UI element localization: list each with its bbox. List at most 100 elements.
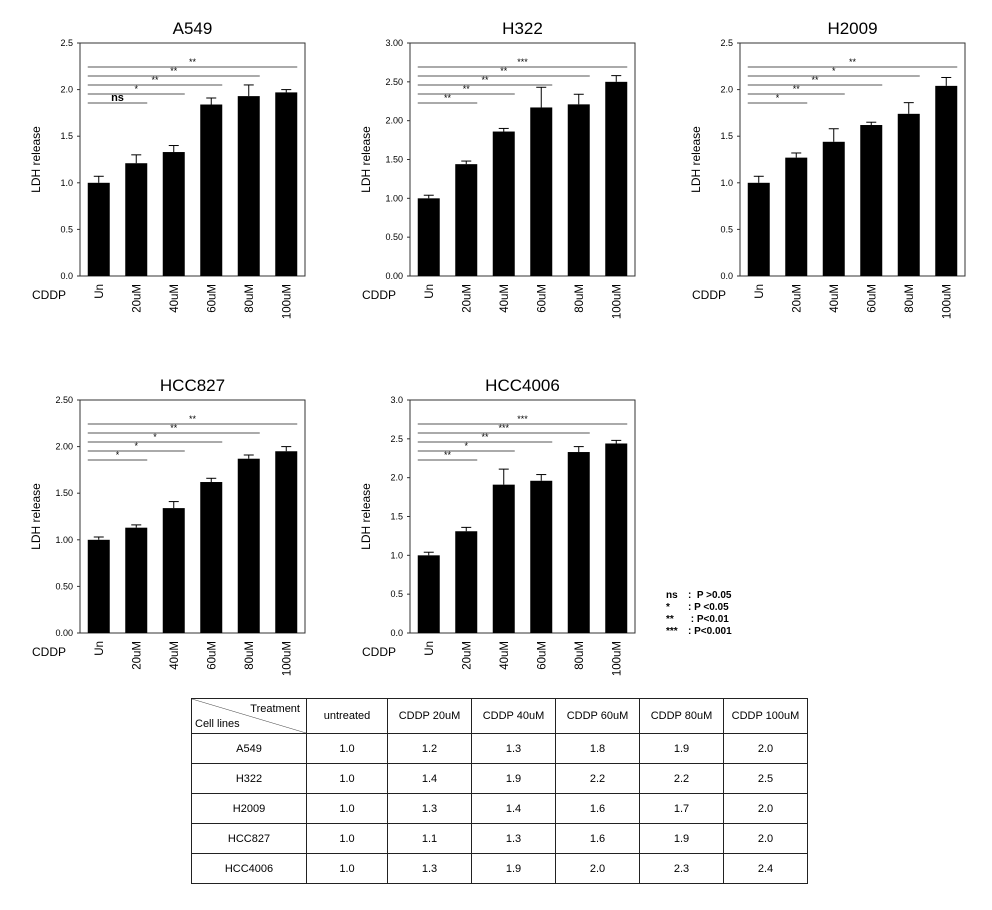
legend-text: : P >0.05 [688, 590, 732, 601]
x-category-label: 40uM [169, 641, 181, 670]
table-value-cell: 1.7 [639, 793, 724, 824]
significance-label: ** [444, 93, 452, 103]
table-value-cell: 2.0 [723, 793, 808, 824]
bar [747, 182, 770, 276]
bar [455, 164, 478, 276]
x-category-label: 40uM [499, 641, 511, 670]
chart-title: HCC827 [160, 376, 225, 395]
x-category-label: 20uM [791, 284, 803, 313]
table-header-row: Treatment Cell lines untreated CDDP 20uM… [191, 698, 808, 734]
x-category-label: 40uM [499, 284, 511, 313]
x-category-label: 20uM [131, 284, 143, 313]
chart-svg: HCC827 0.00 0.50 1.00 1.50 2.00 2.50 LDH releas… [29, 376, 306, 676]
table-value-cell: 1.9 [639, 823, 724, 854]
significance-label: ** [463, 84, 471, 94]
significance-label: ** [170, 423, 178, 433]
significance-label: ns [111, 92, 124, 104]
cell-line-name: H2009 [191, 793, 307, 824]
y-tick-label: 0.50 [55, 581, 73, 591]
y-tick-label: 1.50 [385, 155, 403, 165]
x-category-label: 80uM [574, 641, 586, 670]
bar [162, 152, 185, 276]
table-header-cell: CDDP 100uM [723, 698, 808, 734]
chart-title: H2009 [827, 19, 877, 38]
legend-text: : P<0.01 [688, 614, 729, 625]
y-tick-label: 2.00 [55, 442, 73, 452]
y-tick-label: 0.00 [385, 271, 403, 281]
legend-symbol: *** [666, 626, 678, 637]
bar [87, 539, 110, 633]
chart-h2009: H2009 0.0 0.5 1.0 1.5 2.0 2.5 LDH release Un 20uM… [660, 8, 980, 338]
y-tick-label: 1.0 [390, 550, 403, 560]
x-category-label: 100uM [611, 284, 623, 319]
x-category-label: 40uM [169, 284, 181, 313]
significance-label: ** [170, 66, 178, 76]
table-value-cell: 2.0 [723, 733, 808, 764]
legend-row: *: P <0.05 [666, 602, 732, 614]
table-value-cell: 1.9 [639, 733, 724, 764]
significance-label: ** [793, 84, 801, 94]
bar [125, 527, 148, 633]
legend-symbol: ** [666, 614, 674, 625]
legend-row: ns: P >0.05 [666, 590, 732, 602]
plot-frame [79, 42, 306, 277]
chart-title: A549 [173, 19, 213, 38]
y-tick-label: 1.00 [55, 535, 73, 545]
significance-label: * [776, 93, 780, 103]
table-value-cell: 1.6 [555, 793, 640, 824]
bar [567, 452, 590, 633]
significance-label: ** [849, 57, 857, 67]
chart-svg: H322 0.00 0.50 1.00 1.50 2.00 2.50 3.00 LDH rele… [359, 19, 636, 319]
y-tick-label: 2.0 [720, 85, 733, 95]
table-row: A549 1.0 1.2 1.3 1.8 1.9 2.0 [191, 733, 808, 764]
x-category-label: 80uM [904, 284, 916, 313]
y-tick-label: 0.0 [720, 271, 733, 281]
y-tick-label: 2.0 [390, 473, 403, 483]
bar [125, 163, 148, 276]
y-axis-label: LDH release [689, 126, 703, 193]
chart-title: HCC4006 [485, 376, 560, 395]
table-corner-cell: Treatment Cell lines [191, 698, 307, 734]
cddp-label: CDDP [32, 645, 66, 659]
summary-table: Treatment Cell lines untreated CDDP 20uM… [191, 698, 808, 884]
significance-label: *** [517, 57, 528, 67]
table-row: H2009 1.0 1.3 1.4 1.6 1.7 2.0 [191, 793, 808, 824]
y-tick-label: 2.5 [390, 434, 403, 444]
cell-line-name: HCC4006 [191, 853, 307, 884]
legend-symbol: * [666, 602, 670, 613]
cell-line-name: H322 [191, 763, 307, 794]
bar [162, 508, 185, 633]
y-tick-label: 1.5 [390, 512, 403, 522]
table-value-cell: 2.4 [723, 853, 808, 884]
table-header-cell: CDDP 20uM [387, 698, 472, 734]
x-category-label: 100uM [281, 284, 293, 319]
significance-label: *** [498, 423, 509, 433]
plot-frame [739, 42, 966, 277]
table-value-cell: 1.3 [471, 733, 556, 764]
y-tick-label: 1.5 [720, 131, 733, 141]
table-row: HCC827 1.0 1.1 1.3 1.6 1.9 2.0 [191, 823, 808, 854]
significance-label: * [153, 432, 157, 442]
table-value-cell: 1.9 [471, 763, 556, 794]
table-value-cell: 1.0 [306, 793, 388, 824]
significance-label: * [464, 441, 468, 451]
table-value-cell: 1.2 [387, 733, 472, 764]
x-category-label: 80uM [244, 641, 256, 670]
y-axis-label: LDH release [359, 126, 373, 193]
x-category-label: 40uM [829, 284, 841, 313]
table-value-cell: 2.0 [723, 823, 808, 854]
significance-label: ** [151, 75, 159, 85]
bar [237, 458, 260, 633]
table-value-cell: 1.0 [306, 853, 388, 884]
table-value-cell: 1.1 [387, 823, 472, 854]
y-tick-label: 1.5 [60, 131, 73, 141]
table-value-cell: 1.3 [471, 823, 556, 854]
y-axis-label: LDH release [359, 483, 373, 550]
x-category-label: 60uM [536, 641, 548, 670]
chart-hcc827: HCC827 0.00 0.50 1.00 1.50 2.00 2.50 LDH releas… [0, 365, 320, 695]
significance-label: * [134, 441, 138, 451]
chart-a549: A549 0.0 0.5 1.0 1.5 2.0 2.5 LDH release Un 20uM 4… [0, 8, 320, 338]
bar [530, 107, 553, 276]
table-header-cell: untreated [306, 698, 388, 734]
x-category-label: 20uM [131, 641, 143, 670]
